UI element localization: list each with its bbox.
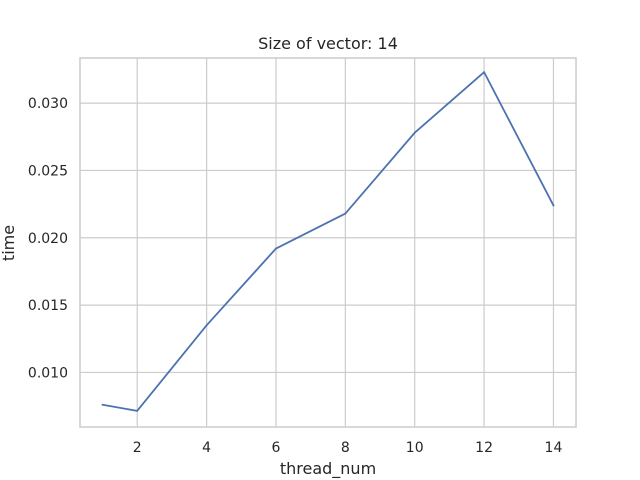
y-tick-label: 0.010 [28, 365, 68, 381]
data-point [552, 204, 555, 207]
data-point [483, 71, 485, 74]
x-tick-label: 10 [406, 440, 424, 456]
x-tick-label: 2 [133, 440, 142, 456]
y-tick-label: 0.015 [28, 298, 68, 314]
x-axis-label: thread_num [280, 459, 376, 479]
data-point [101, 403, 104, 406]
x-tick-label: 12 [475, 440, 493, 456]
x-tick-label: 4 [202, 440, 211, 456]
x-tick-label: 6 [272, 440, 281, 456]
series-line [101, 71, 555, 412]
y-axis-label: time [0, 225, 18, 261]
data-point [413, 131, 416, 134]
y-tick-label: 0.025 [28, 163, 68, 179]
x-axis-ticks: 2 4 6 8 10 12 14 [133, 440, 563, 456]
data-point [344, 212, 347, 215]
y-axis-ticks: 0.010 0.015 0.020 0.025 0.030 [28, 96, 68, 381]
chart-title: Size of vector: 14 [258, 34, 398, 53]
plot-frame [79, 57, 577, 428]
series-layer [101, 71, 555, 412]
y-tick-label: 0.030 [28, 96, 68, 112]
x-tick-label: 14 [545, 440, 563, 456]
data-point [136, 409, 139, 412]
data-point [275, 247, 277, 250]
y-tick-label: 0.020 [28, 231, 68, 247]
data-point [205, 324, 208, 327]
x-tick-label: 8 [341, 440, 350, 456]
grid [80, 58, 576, 427]
